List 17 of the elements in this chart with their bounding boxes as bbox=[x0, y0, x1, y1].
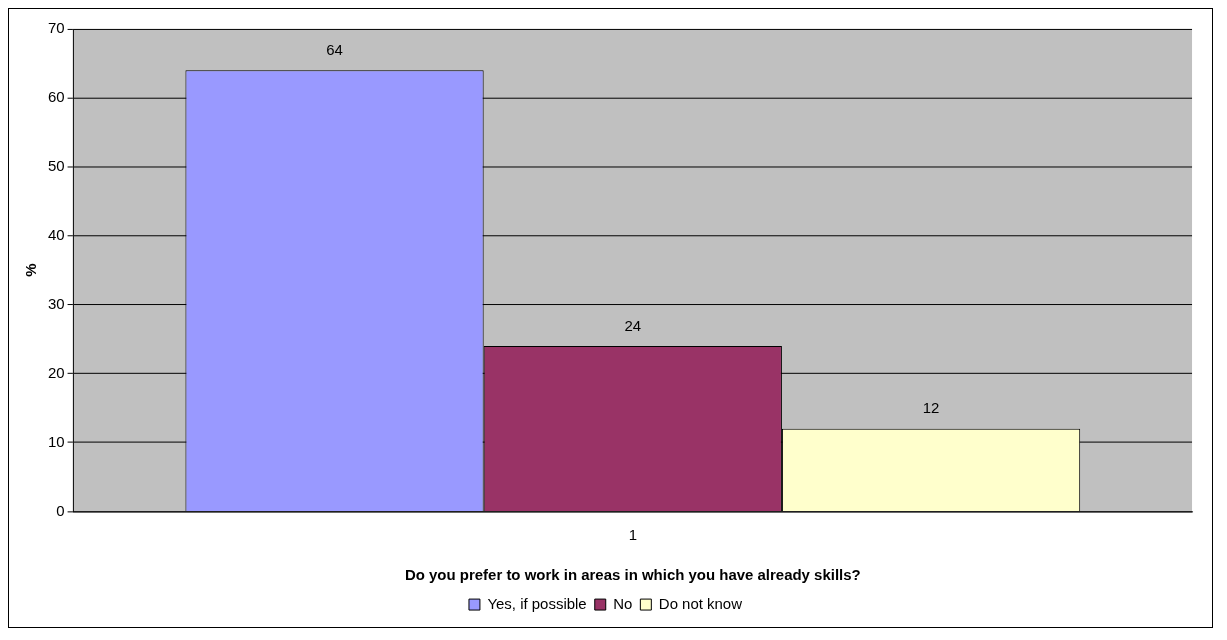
x-tick-label: 1 bbox=[628, 526, 637, 544]
x-axis-title: Do you prefer to work in areas in which you have already skills? bbox=[404, 566, 861, 584]
data-label: 12 bbox=[922, 399, 940, 417]
y-axis-title: % bbox=[22, 263, 40, 277]
data-label: 64 bbox=[326, 40, 343, 58]
data-label: 24 bbox=[624, 316, 642, 334]
y-tick-label: 20 bbox=[47, 363, 65, 381]
y-tick-label: 70 bbox=[47, 19, 65, 37]
legend-label: Yes, if possible bbox=[487, 594, 587, 612]
y-tick-label: 30 bbox=[47, 294, 65, 312]
y-tick-label: 40 bbox=[47, 225, 65, 243]
legend-label: Do not know bbox=[658, 594, 743, 612]
legend-label: No bbox=[613, 594, 633, 612]
y-tick-label: 10 bbox=[47, 432, 65, 450]
y-tick-label: 0 bbox=[56, 501, 65, 519]
y-tick-label: 60 bbox=[47, 87, 65, 105]
y-tick-label: 50 bbox=[47, 156, 65, 174]
